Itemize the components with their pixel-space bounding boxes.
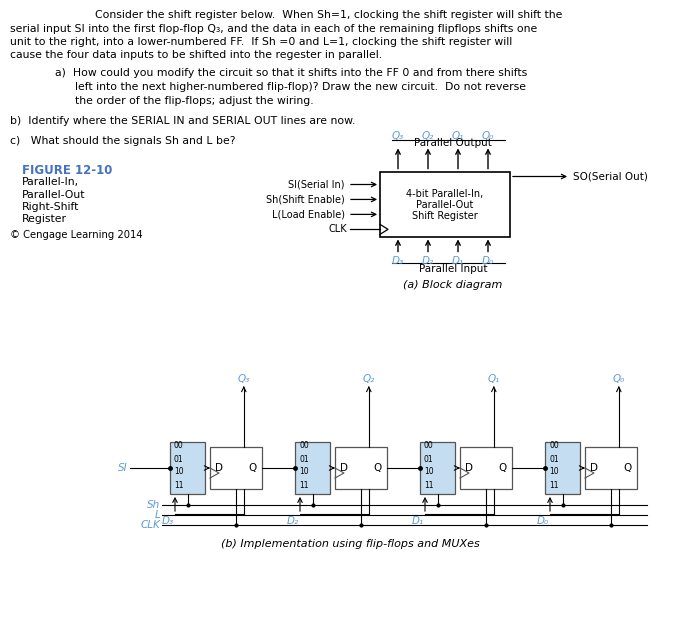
Text: 01: 01: [549, 455, 559, 464]
Text: Shift Register: Shift Register: [412, 211, 478, 221]
Bar: [585, 447, 637, 489]
Text: 11: 11: [299, 480, 309, 489]
Text: SI(Serial In): SI(Serial In): [288, 179, 345, 190]
Text: 10: 10: [174, 467, 183, 476]
Text: serial input SI into the first flop-flop Q₃, and the data in each of the remaini: serial input SI into the first flop-flop…: [10, 24, 538, 33]
Text: Parallel-In,: Parallel-In,: [22, 177, 79, 188]
Text: cause the four data inputs to be shifted into the regester in parallel.: cause the four data inputs to be shifted…: [10, 51, 382, 60]
Text: Q₃: Q₃: [392, 132, 404, 141]
Bar: [335, 447, 387, 489]
Text: (a) Block diagram: (a) Block diagram: [403, 280, 503, 291]
Text: 00: 00: [549, 442, 559, 451]
Text: D₃: D₃: [392, 257, 404, 266]
Text: Q: Q: [498, 463, 507, 473]
Text: D₃: D₃: [162, 516, 174, 526]
Text: 11: 11: [549, 480, 559, 489]
Text: Sh: Sh: [147, 500, 160, 510]
Text: Q₀: Q₀: [612, 374, 625, 384]
Text: 01: 01: [424, 455, 433, 464]
Bar: [460, 447, 512, 489]
Text: D₂: D₂: [287, 516, 299, 526]
Text: D₀: D₀: [482, 257, 494, 266]
Text: D₀: D₀: [537, 516, 549, 526]
Text: FIGURE 12-10: FIGURE 12-10: [22, 163, 113, 176]
Text: Register: Register: [22, 213, 67, 224]
Text: 4-bit Parallel-In,: 4-bit Parallel-In,: [407, 189, 484, 199]
Text: L: L: [154, 510, 160, 520]
Text: 11: 11: [174, 480, 183, 489]
Text: SI: SI: [118, 463, 128, 473]
Text: Right-Shift: Right-Shift: [22, 201, 79, 212]
Text: Parallel-Out: Parallel-Out: [22, 190, 85, 199]
Text: D: D: [215, 463, 223, 473]
Text: Parallel Output: Parallel Output: [414, 138, 492, 147]
Text: CLK: CLK: [140, 520, 160, 530]
Text: D: D: [465, 463, 473, 473]
Bar: [210, 447, 262, 489]
Text: Q₂: Q₂: [422, 132, 434, 141]
Bar: [295, 442, 330, 494]
Bar: [170, 442, 205, 494]
Text: Consider the shift register below.  When Sh=1, clocking the shift register will : Consider the shift register below. When …: [95, 10, 562, 20]
Text: Q₃: Q₃: [238, 374, 250, 384]
Text: 01: 01: [174, 455, 183, 464]
Text: 00: 00: [299, 442, 309, 451]
Text: Q₁: Q₁: [452, 132, 464, 141]
Text: Q₁: Q₁: [488, 374, 500, 384]
Text: Parallel Input: Parallel Input: [419, 264, 487, 275]
Text: the order of the flip-flops; adjust the wiring.: the order of the flip-flops; adjust the …: [75, 96, 314, 105]
Text: c)   What should the signals Sh and L be?: c) What should the signals Sh and L be?: [10, 136, 235, 145]
Text: unit to the right, into a lower-numbered FF.  If Sh =0 and L=1, clocking the shi: unit to the right, into a lower-numbered…: [10, 37, 512, 47]
Text: Q: Q: [248, 463, 257, 473]
Text: Q: Q: [624, 463, 632, 473]
Text: Q: Q: [374, 463, 382, 473]
Text: SO(Serial Out): SO(Serial Out): [573, 172, 648, 181]
Text: D₁: D₁: [452, 257, 464, 266]
Text: 10: 10: [299, 467, 309, 476]
Text: D: D: [340, 463, 348, 473]
Text: D₂: D₂: [422, 257, 434, 266]
Text: © Cengage Learning 2014: © Cengage Learning 2014: [10, 230, 143, 239]
Text: 10: 10: [549, 467, 559, 476]
Text: (b) Implementation using flip-flops and MUXes: (b) Implementation using flip-flops and …: [220, 539, 480, 549]
Bar: [380, 172, 510, 237]
Text: D: D: [590, 463, 598, 473]
Text: 11: 11: [424, 480, 433, 489]
Text: Parallel-Out: Parallel-Out: [416, 200, 474, 210]
Text: 01: 01: [299, 455, 309, 464]
Text: Q₂: Q₂: [363, 374, 375, 384]
Bar: [545, 442, 580, 494]
Text: 00: 00: [424, 442, 434, 451]
Text: Q₀: Q₀: [482, 132, 494, 141]
Text: L(Load Enable): L(Load Enable): [272, 210, 345, 219]
Text: 00: 00: [174, 442, 183, 451]
Text: 10: 10: [424, 467, 433, 476]
Text: b)  Identify where the SERIAL IN and SERIAL OUT lines are now.: b) Identify where the SERIAL IN and SERI…: [10, 116, 356, 125]
Text: D₁: D₁: [412, 516, 424, 526]
Text: left into the next higher-numbered flip-flop)? Draw the new circuit.  Do not rev: left into the next higher-numbered flip-…: [75, 82, 526, 92]
Text: Sh(Shift Enable): Sh(Shift Enable): [266, 194, 345, 204]
Bar: [420, 442, 455, 494]
Text: a)  How could you modify the circuit so that it shifts into the FF 0 and from th: a) How could you modify the circuit so t…: [55, 69, 527, 78]
Text: CLK: CLK: [328, 224, 347, 234]
